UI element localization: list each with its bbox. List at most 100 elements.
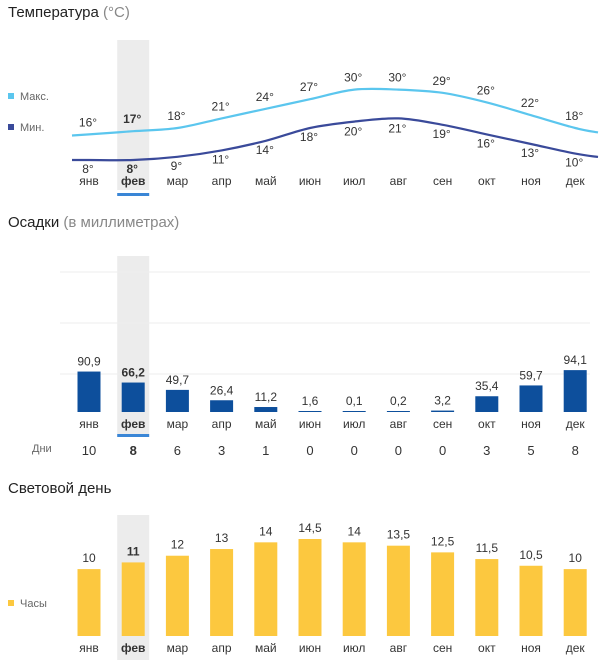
daylight-month-label: авг — [390, 641, 408, 655]
max-temp-label: 17° — [123, 112, 141, 126]
temperature-title: Температура — [8, 4, 99, 21]
precip-month-label: фев — [121, 417, 145, 431]
precipitation-value-label: 0,1 — [346, 394, 363, 408]
daylight-bar — [519, 565, 543, 636]
temp-month-label: дек — [566, 174, 586, 188]
max-temp-label: 26° — [477, 83, 495, 97]
precipitation-bar — [563, 370, 587, 412]
daylight-bar — [121, 562, 145, 636]
precipitation-bar — [519, 385, 543, 412]
daylight-month-label: июн — [299, 641, 321, 655]
daylight-section-title: Световой день — [8, 480, 111, 497]
rainy-days-value: 8 — [130, 443, 137, 458]
min-temp-label: 18° — [300, 130, 318, 144]
daylight-month-label: янв — [79, 641, 99, 655]
precipitation-unit: (в миллиметрах) — [63, 214, 180, 231]
precipitation-value-label: 3,2 — [434, 394, 451, 408]
daylight-month-label: ноя — [521, 641, 541, 655]
daylight-month-label: окт — [478, 641, 496, 655]
precipitation-value-label: 35,4 — [475, 379, 499, 393]
rainy-days-value: 0 — [351, 443, 358, 458]
min-temp-label: 14° — [256, 143, 274, 157]
precipitation-bar — [165, 389, 189, 412]
daylight-value-label: 14,5 — [298, 521, 322, 535]
selected-month-underline — [117, 434, 150, 437]
rainy-days-value: 8 — [572, 443, 579, 458]
max-temperature-line — [71, 87, 599, 137]
daylight-month-label: дек — [566, 641, 586, 655]
precipitation-bar — [210, 400, 234, 412]
daylight-value-label: 14 — [348, 524, 362, 538]
daylight-bar — [386, 545, 410, 636]
precip-month-label: июн — [299, 417, 321, 431]
max-temp-label: 21° — [212, 99, 230, 113]
rainy-days-value: 0 — [395, 443, 402, 458]
min-temp-label: 8° — [82, 162, 94, 176]
precipitation-bar — [77, 371, 101, 412]
precip-month-label: май — [255, 417, 277, 431]
daylight-value-label: 12,5 — [431, 534, 455, 548]
daylight-value-label: 10 — [569, 551, 583, 565]
temp-month-label: апр — [212, 174, 232, 188]
daylight-bar — [165, 555, 189, 636]
daylight-value-label: 11 — [127, 544, 140, 558]
max-temp-label: 30° — [344, 71, 362, 85]
precipitation-value-label: 26,4 — [210, 383, 234, 397]
min-temp-label: 19° — [433, 127, 451, 141]
rainy-days-value: 3 — [483, 443, 490, 458]
rainy-days-value: 0 — [306, 443, 313, 458]
temp-month-label: июл — [343, 174, 365, 188]
min-temp-label: 8° — [126, 162, 138, 176]
precipitation-value-label: 49,7 — [166, 373, 190, 387]
daylight-value-label: 10,5 — [519, 548, 543, 562]
daylight-month-label: июл — [343, 641, 365, 655]
daylight-bar — [475, 559, 499, 636]
temp-month-label: июн — [299, 174, 321, 188]
legend-max-label: Макс. — [20, 91, 49, 103]
max-temp-label: 16° — [79, 115, 97, 129]
min-temp-label: 21° — [388, 121, 406, 135]
precipitation-bar — [298, 411, 322, 412]
daylight-month-label: сен — [433, 641, 452, 655]
max-temp-label: 27° — [300, 80, 318, 94]
daylight-value-label: 12 — [171, 538, 185, 552]
rainy-days-value: 1 — [262, 443, 269, 458]
daylight-bar — [254, 542, 278, 636]
precipitation-bar — [342, 411, 366, 412]
daylight-value-label: 13 — [215, 531, 229, 545]
temp-month-label: май — [255, 174, 277, 188]
precipitation-value-label: 0,2 — [390, 394, 407, 408]
min-temp-label: 10° — [565, 156, 583, 170]
precip-month-label: ноя — [521, 417, 541, 431]
temp-month-label: фев — [121, 174, 145, 188]
temp-month-label: ноя — [521, 174, 541, 188]
precipitation-value-label: 11,2 — [255, 390, 278, 404]
daylight-bar — [210, 549, 234, 636]
temperature-unit: (°C) — [103, 4, 130, 21]
precip-month-label: июл — [343, 417, 365, 431]
precipitation-title: Осадки — [8, 214, 60, 231]
precipitation-value-label: 1,6 — [302, 394, 319, 408]
precipitation-value-label: 94,1 — [564, 353, 588, 367]
max-temp-label: 22° — [521, 96, 539, 110]
temperature-section-title: Температура (°C) — [8, 4, 130, 21]
daylight-value-label: 10 — [82, 551, 96, 565]
min-temp-label: 16° — [477, 136, 495, 150]
precipitation-value-label: 59,7 — [519, 368, 543, 382]
legend-hours-label: Часы — [20, 598, 47, 610]
daylight-bar — [77, 569, 101, 636]
precipitation-bar — [475, 396, 499, 412]
precipitation-value-label: 90,9 — [77, 355, 101, 369]
rainy-days-value: 3 — [218, 443, 225, 458]
precip-month-label: дек — [566, 417, 586, 431]
precipitation-value-label: 66,2 — [122, 366, 146, 380]
daylight-month-label: апр — [212, 641, 232, 655]
min-temperature-line — [71, 117, 599, 162]
rainy-days-value: 10 — [82, 443, 96, 458]
legend-min-label: Мин. — [20, 122, 44, 134]
precip-month-label: янв — [79, 417, 99, 431]
daylight-value-label: 14 — [259, 524, 273, 538]
precipitation-section-title: Осадки (в миллиметрах) — [8, 214, 179, 231]
daylight-bar — [342, 542, 366, 636]
